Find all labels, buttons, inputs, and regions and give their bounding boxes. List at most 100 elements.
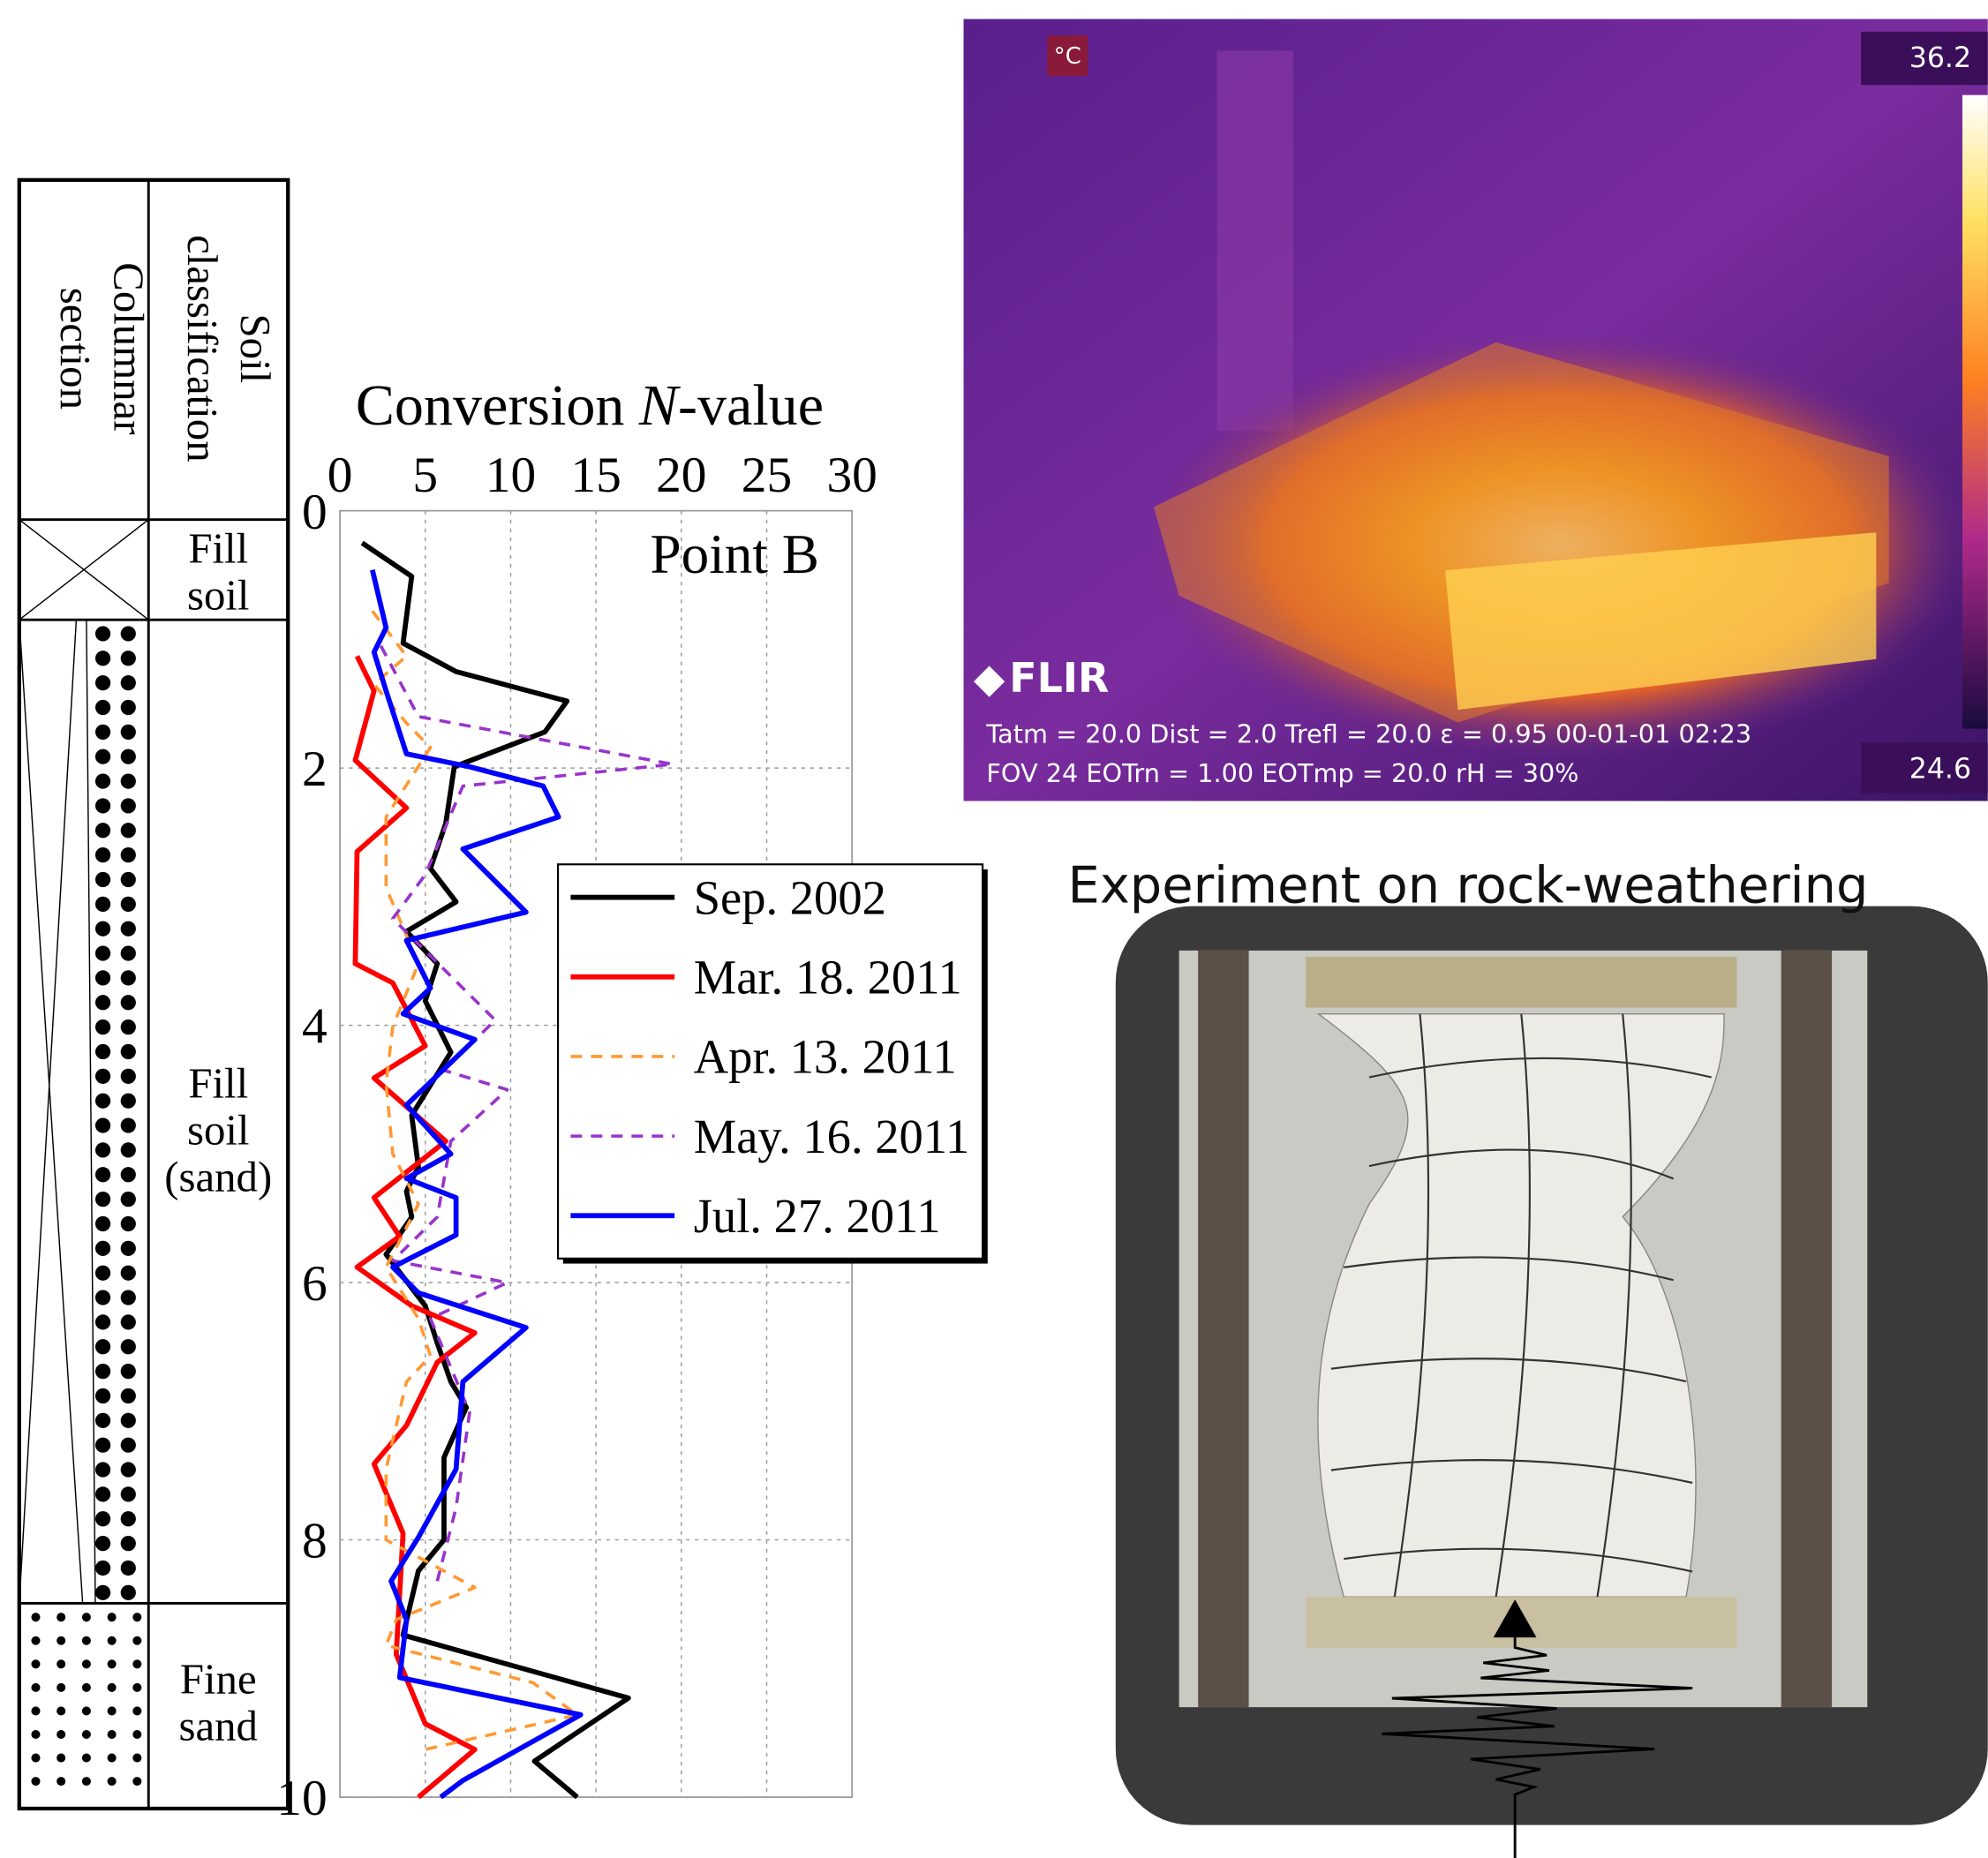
sand-dot xyxy=(120,798,136,814)
sand-dot xyxy=(120,1364,136,1380)
sand-line xyxy=(19,620,78,1604)
sand-dot xyxy=(94,1043,111,1060)
rod xyxy=(1198,950,1249,1708)
legend-label: Apr. 13. 2011 xyxy=(694,1030,957,1084)
x-tick-label: 25 xyxy=(742,448,792,503)
sand-dot xyxy=(94,1265,111,1281)
sand-dot xyxy=(120,1192,136,1207)
sand-dot xyxy=(94,1019,111,1035)
sand-dot xyxy=(120,970,136,986)
sand-dot xyxy=(120,1019,136,1035)
sand-dot xyxy=(94,1339,111,1355)
sand-dot xyxy=(107,1682,117,1692)
sand-dot xyxy=(56,1636,66,1645)
legend-label: Jul. 27. 2011 xyxy=(694,1189,941,1243)
thermal-box-front xyxy=(1445,532,1877,711)
x-axis-title: Conversion N-value xyxy=(356,373,824,438)
sand-dot xyxy=(132,1729,142,1740)
fill-hatch xyxy=(19,519,149,621)
sand-dot xyxy=(120,945,136,961)
sand-dot xyxy=(94,823,111,839)
sand-dot xyxy=(120,1339,136,1355)
y-tick-label: 10 xyxy=(276,1771,327,1826)
layer-label: soil xyxy=(187,1107,250,1155)
x-tick-label: 0 xyxy=(328,448,353,503)
rod xyxy=(1781,950,1833,1708)
sand-dot xyxy=(120,1560,136,1576)
sand-dot xyxy=(120,871,136,888)
x-tick-label: 5 xyxy=(412,448,438,503)
sand-dot xyxy=(94,1511,111,1527)
sand-dot xyxy=(120,847,136,863)
sand-dot xyxy=(94,651,111,666)
sand-dot xyxy=(120,1462,136,1478)
scale-min-bg xyxy=(1861,742,1988,794)
sand-dot xyxy=(120,896,136,912)
scale-max: 36.2 xyxy=(1909,42,1971,74)
photo-caption: Experiment on rock-weathering xyxy=(1068,855,1869,914)
series-line xyxy=(379,644,674,1582)
x-axis-title-part: Conversion xyxy=(356,373,639,438)
sand-dot xyxy=(81,1682,91,1692)
sand-dot xyxy=(120,1290,136,1305)
sand-dot xyxy=(107,1706,117,1716)
sand-dot xyxy=(94,1437,111,1453)
header: Soil xyxy=(231,314,279,384)
sand-dot xyxy=(94,773,111,789)
color-bar xyxy=(1962,94,1988,729)
legend-label: Mar. 18. 2011 xyxy=(694,950,962,1004)
sand-dot xyxy=(94,626,111,642)
sand-dot xyxy=(120,724,136,740)
sand-dot xyxy=(31,1659,41,1669)
sand-dot xyxy=(81,1729,91,1740)
layer-label: sand xyxy=(179,1702,258,1749)
sand-dot xyxy=(31,1636,41,1645)
sand-dot xyxy=(81,1777,91,1787)
legend-box xyxy=(556,863,984,1260)
sand-dot xyxy=(94,1462,111,1478)
seismic-wave xyxy=(1382,1637,1693,1858)
sand-dot xyxy=(81,1613,91,1622)
legend: Sep. 2002 Mar. 18. 2011 Apr. 13. 2011 May. … xyxy=(556,863,988,1264)
sand-dot xyxy=(120,1412,136,1428)
sand-line xyxy=(19,620,84,1604)
sand-dot xyxy=(132,1636,142,1645)
sand-dot xyxy=(120,1142,136,1158)
sand-dot xyxy=(120,748,136,764)
sand-dot xyxy=(94,847,111,863)
sand-dot xyxy=(94,970,111,986)
sand-dot xyxy=(56,1659,66,1669)
y-tick-label: 0 xyxy=(302,485,328,540)
series-line xyxy=(371,610,579,1751)
column-frame xyxy=(17,177,290,1811)
sand-dot xyxy=(31,1753,41,1763)
rock-photo xyxy=(1115,906,1988,1858)
header: classification xyxy=(178,235,226,462)
sand-dot xyxy=(94,1364,111,1380)
sand-dot xyxy=(94,1560,111,1576)
sand-dot xyxy=(94,871,111,888)
logo: FLIR xyxy=(1009,654,1109,702)
sand-dot xyxy=(120,823,136,839)
sand-dot xyxy=(132,1659,142,1669)
sand-dot xyxy=(94,995,111,1011)
sand-dot xyxy=(132,1706,142,1716)
sand-dot xyxy=(132,1613,142,1622)
sand-dot xyxy=(31,1682,41,1692)
sand-dot xyxy=(56,1706,66,1716)
sand-dot xyxy=(120,1068,136,1084)
y-tick-label: 6 xyxy=(302,1256,328,1312)
sand-dot xyxy=(120,921,136,937)
x-tick-label: 10 xyxy=(486,448,536,503)
logo-mark: ◆ xyxy=(974,654,1005,702)
sand-dot xyxy=(94,1142,111,1158)
info-line: FOV 24 EOTrn = 1.00 EOTmp = 20.0 rH = 30… xyxy=(986,758,1578,788)
sand-dot xyxy=(94,896,111,912)
sand-dot xyxy=(94,724,111,740)
sand-dot xyxy=(94,1093,111,1109)
sand-dot xyxy=(94,1486,111,1502)
sand-dot xyxy=(56,1777,66,1787)
sand-dot xyxy=(81,1753,91,1763)
sand-dot xyxy=(94,1240,111,1256)
